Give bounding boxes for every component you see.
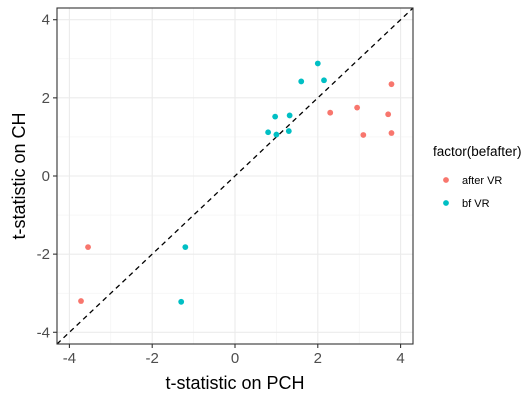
x-axis-ticks: -4 -2 0 2 4	[63, 344, 405, 367]
data-points	[78, 60, 395, 305]
y-tick-label: -4	[37, 324, 50, 341]
point-after-vr	[78, 298, 84, 304]
point-after-vr	[388, 81, 395, 88]
x-tick-label: 0	[231, 350, 239, 367]
point-after-vr	[327, 109, 334, 116]
x-tick-label: 4	[396, 350, 404, 367]
point-bf-vr	[273, 131, 280, 138]
point-bf-vr	[272, 113, 279, 120]
point-after-vr	[360, 132, 367, 138]
point-bf-vr	[285, 128, 292, 134]
point-after-vr	[354, 104, 361, 111]
x-tick-label: -2	[146, 350, 159, 367]
y-tick-label: -2	[37, 246, 50, 263]
x-tick-label: -4	[63, 350, 76, 367]
legend: after VR bf VR	[443, 175, 502, 210]
point-bf-vr	[314, 60, 321, 67]
point-bf-vr	[298, 78, 305, 85]
y-tick-label: 2	[42, 90, 50, 107]
point-bf-vr	[178, 298, 185, 305]
point-after-vr	[388, 130, 395, 136]
point-bf-vr	[286, 112, 293, 119]
y-tick-label: 0	[42, 168, 50, 185]
legend-key-bf-vr	[443, 200, 449, 206]
y-tick-label: 4	[42, 12, 50, 29]
y-axis-ticks: -4 -2 0 2 4	[37, 12, 57, 341]
point-after-vr	[85, 244, 91, 251]
y-axis-title: t-statistic on CH	[9, 112, 29, 239]
x-axis-title: t-statistic on PCH	[165, 373, 304, 393]
point-bf-vr	[321, 77, 327, 84]
identity-reference-line	[56, 7, 414, 345]
legend-key-after-vr	[443, 177, 449, 183]
x-tick-label: 2	[314, 350, 322, 367]
legend-label: bf VR	[462, 198, 490, 210]
point-after-vr	[385, 111, 392, 118]
legend-title: factor(befafter)	[433, 144, 522, 159]
point-bf-vr	[265, 129, 272, 136]
point-bf-vr	[182, 244, 189, 251]
legend-label: after VR	[462, 175, 502, 187]
